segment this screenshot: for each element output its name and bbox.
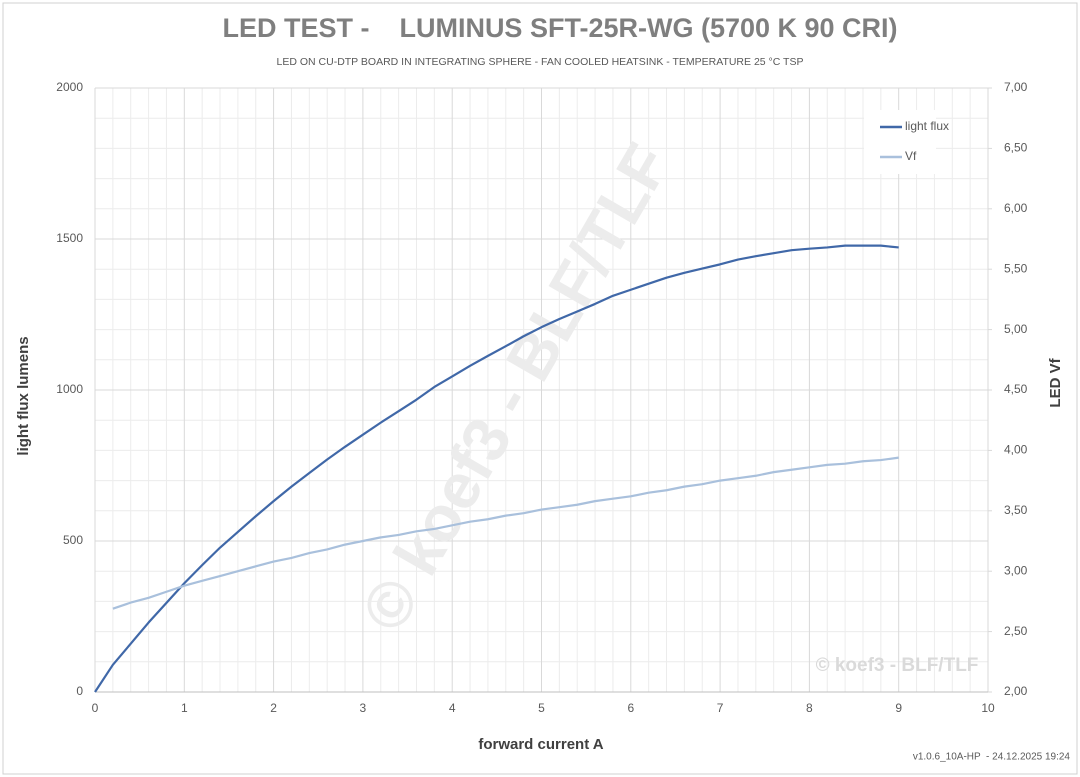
x-axis-label: forward current A	[478, 736, 603, 753]
x-tick-label: 8	[806, 701, 813, 715]
legend-label: light flux	[905, 119, 949, 133]
y-tick-label: 1000	[56, 382, 83, 396]
y2-tick-label: 3,00	[1004, 563, 1028, 577]
y2-tick-label: 6,00	[1004, 201, 1028, 215]
chart-title: LED TEST - LUMINUS SFT-25R-WG (5700 K 90…	[222, 13, 897, 43]
y2-tick-label: 3,50	[1004, 503, 1028, 517]
y-tick-label: 2000	[56, 80, 83, 94]
y-tick-label: 500	[63, 533, 83, 547]
legend-box	[864, 110, 936, 174]
y2-tick-label: 2,00	[1004, 684, 1028, 698]
y2-tick-label: 4,00	[1004, 443, 1028, 457]
legend-label: Vf	[905, 149, 917, 163]
x-tick-label: 2	[270, 701, 277, 715]
y2-tick-label: 2,50	[1004, 624, 1028, 638]
y-tick-label: 1500	[56, 231, 83, 245]
data-line	[94, 244, 899, 693]
y-axis-label: light flux lumens	[15, 336, 32, 455]
chart-subtitle: LED ON CU-DTP BOARD IN INTEGRATING SPHER…	[277, 56, 804, 68]
x-tick-label: 10	[981, 701, 995, 715]
footer: v1.0.6_10A-HP - 24.12.2025 19:24	[913, 752, 1071, 763]
x-tick-label: 0	[92, 701, 99, 715]
x-tick-label: 1	[181, 701, 188, 715]
x-tick-label: 3	[360, 701, 367, 715]
y2-tick-label: 5,50	[1004, 261, 1028, 275]
y2-tick-label: 6,50	[1004, 141, 1028, 155]
watermark-small: © koef3 - BLF/TLF	[816, 655, 979, 676]
x-tick-label: 9	[895, 701, 902, 715]
x-tick-label: 6	[627, 701, 634, 715]
y2-tick-label: 7,00	[1004, 80, 1028, 94]
y2-axis-label: LED Vf	[1047, 357, 1064, 407]
x-tick-label: 7	[717, 701, 724, 715]
x-tick-label: 4	[449, 701, 456, 715]
x-tick-label: 5	[538, 701, 545, 715]
y-tick-label: 0	[76, 684, 83, 698]
y2-tick-label: 4,50	[1004, 382, 1028, 396]
y2-tick-label: 5,00	[1004, 322, 1028, 336]
data-line	[112, 456, 899, 610]
